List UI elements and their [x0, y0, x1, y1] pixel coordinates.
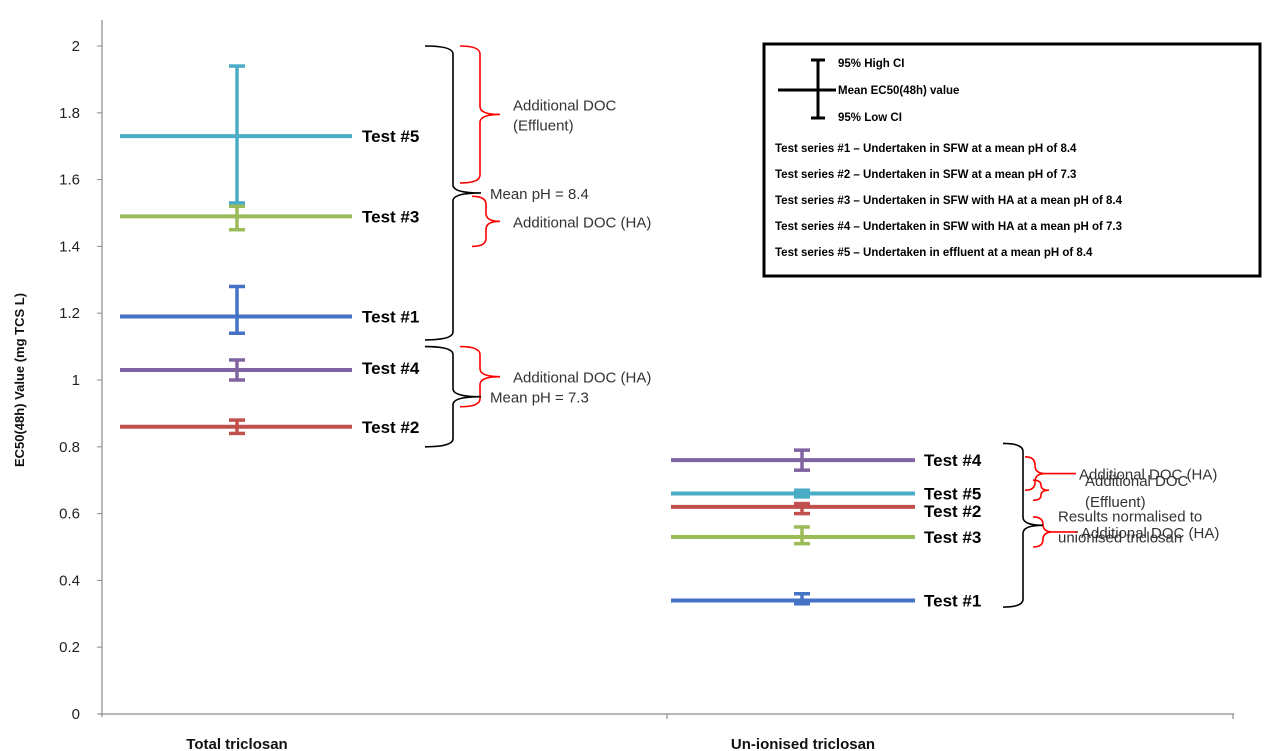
x-category-label: Un-ionised triclosan: [731, 736, 875, 751]
bracket: [471, 195, 501, 248]
annotation-text: Mean pH = 8.4: [490, 186, 589, 203]
y-tick-label: 0.4: [59, 572, 80, 589]
bracket: [1032, 516, 1054, 548]
legend-series-entry: Test series #5 – Undertaken in effluent …: [775, 247, 1093, 259]
annotation-text: (Effluent): [1085, 494, 1146, 511]
legend-symbol-label: 95% High CI: [838, 58, 904, 70]
test-label: Test #3: [924, 528, 981, 547]
legend: 95% High CI Mean EC50(48h) value 95% Low C…: [762, 42, 1262, 278]
test-label: Test #2: [362, 418, 419, 437]
y-axis-title: EC50(48h) Value (mg TCS L): [12, 293, 27, 467]
legend-symbol-label: 95% Low CI: [838, 112, 902, 124]
test-label: Test #5: [924, 485, 981, 504]
legend-series-entry: Test series #4 – Undertaken in SFW with …: [775, 221, 1122, 233]
test-label: Test #5: [362, 127, 419, 146]
annotation-text: unionised triclosan: [1058, 529, 1182, 546]
legend-box: [762, 42, 1262, 278]
y-tick-label: 0.2: [59, 639, 80, 656]
annotation-text: Additional DOC: [513, 97, 617, 114]
test-label: Test #4: [362, 359, 420, 378]
y-tick-label: 0: [72, 706, 80, 723]
test-label: Test #1: [924, 591, 981, 610]
y-tick-label: 1.4: [59, 238, 80, 255]
y-tick-label: 0.8: [59, 439, 80, 456]
test-label: Test #1: [362, 308, 419, 327]
bracket: [1002, 442, 1044, 608]
annotation-text: Mean pH = 7.3: [490, 390, 589, 407]
y-tick-label: 1.8: [59, 105, 80, 122]
legend-symbol-label: Mean EC50(48h) value: [838, 85, 959, 97]
y-tick-label: 1.6: [59, 172, 80, 189]
bracket: [459, 345, 501, 408]
test-label: Test #4: [924, 451, 982, 470]
y-tick-label: 2: [72, 38, 80, 55]
annotation-text: Additional DOC: [1085, 473, 1189, 490]
bracket: [459, 45, 501, 184]
bracket: [1032, 479, 1050, 502]
annotations: Additional DOC (Effluent) Additional DOC (…: [424, 45, 1219, 608]
annotation-text: Results normalised to: [1058, 508, 1202, 525]
test-label: Test #3: [362, 207, 419, 226]
axes: 0 0.2 0.4 0.6 0.8 1 1.2 1.4 1.6 1.8 2 EC50(48h) Val…: [12, 20, 1234, 751]
bracket: [424, 45, 482, 341]
x-category-label: Total triclosan: [186, 736, 287, 751]
y-tick-label: 1.2: [59, 305, 80, 322]
legend-series-entry: Test series #1 – Undertaken in SFW at a …: [775, 143, 1077, 155]
y-tick-label: 1: [72, 372, 80, 389]
annotation-text: Additional DOC (HA): [513, 370, 651, 387]
annotation-text: Additional DOC (HA): [1079, 467, 1217, 484]
y-tick-label: 0.6: [59, 506, 80, 523]
annotation-text: Additional DOC (HA): [1081, 525, 1219, 542]
legend-series-entry: Test series #3 – Undertaken in SFW with …: [775, 195, 1123, 207]
annotation-text: (Effluent): [513, 117, 574, 134]
test-label: Test #2: [924, 502, 981, 521]
bracket: [424, 345, 482, 448]
annotation-text: Additional DOC (HA): [513, 214, 651, 231]
bracket: [1024, 456, 1046, 492]
legend-series-entry: Test series #2 – Undertaken in SFW at a …: [775, 169, 1076, 181]
